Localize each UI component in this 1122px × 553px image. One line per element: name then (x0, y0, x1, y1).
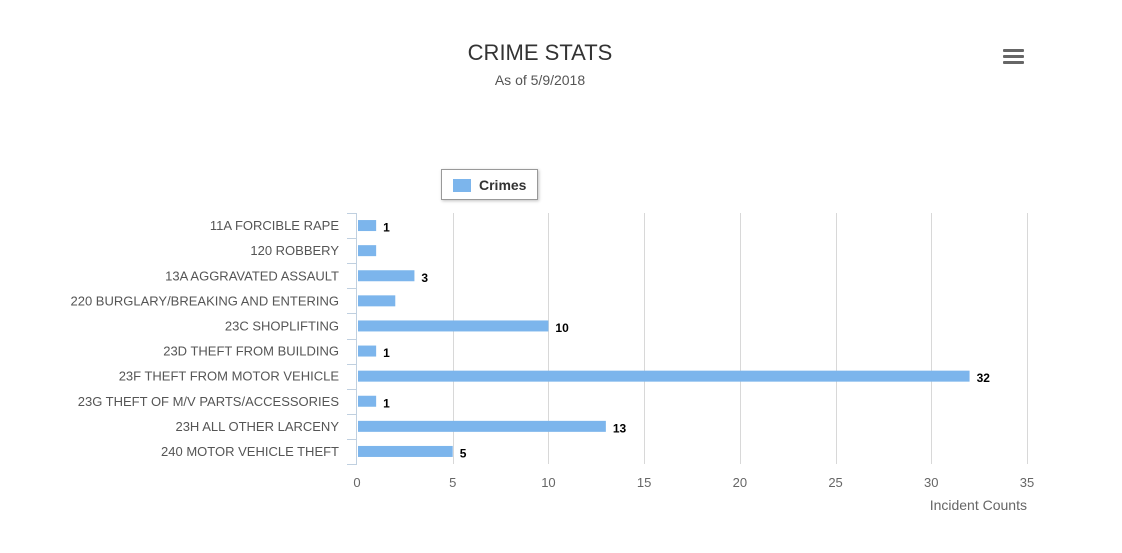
category-label: 23F THEFT FROM MOTOR VEHICLE (119, 369, 340, 384)
bar (358, 445, 453, 457)
data-label: 10 (555, 321, 569, 335)
category-label: 23G THEFT OF M/V PARTS/ACCESSORIES (78, 394, 340, 409)
menu-bar-line (1003, 61, 1024, 64)
category-label: 120 ROBBERY (250, 243, 339, 258)
data-label: 3 (421, 271, 428, 285)
data-label: 5 (460, 446, 467, 460)
x-tick-label: 35 (1020, 475, 1034, 490)
bar (358, 345, 377, 357)
data-label: 32 (977, 371, 991, 385)
bar (358, 370, 970, 382)
chart-subtitle: As of 5/9/2018 (494, 72, 586, 88)
bar (358, 245, 377, 257)
x-tick-label: 15 (637, 475, 651, 490)
bar (358, 270, 415, 282)
hamburger-menu-icon[interactable] (1000, 46, 1028, 70)
data-label: 1 (383, 346, 390, 360)
chart-legend[interactable]: Crimes (441, 169, 538, 200)
category-label: 23C SHOPLIFTING (225, 318, 339, 333)
data-label: 13 (613, 421, 627, 435)
bar (358, 295, 396, 307)
legend-label-crimes: Crimes (479, 177, 527, 193)
x-tick-label: 5 (449, 475, 456, 490)
category-label: 240 MOTOR VEHICLE THEFT (161, 444, 339, 459)
x-axis-title: Incident Counts (930, 497, 1027, 513)
menu-bar-line (1003, 49, 1024, 52)
chart-title: CRIME STATS (467, 40, 613, 65)
x-tick-label: 20 (733, 475, 747, 490)
bar (358, 420, 606, 432)
category-label: 11A FORCIBLE RAPE (210, 218, 339, 233)
bar (358, 220, 377, 232)
bar (358, 320, 549, 332)
x-tick-label: 10 (541, 475, 555, 490)
x-tick-label: 30 (924, 475, 938, 490)
x-tick-label: 25 (828, 475, 842, 490)
bar (358, 395, 377, 407)
data-label: 1 (383, 396, 390, 410)
menu-bar-line (1003, 55, 1024, 58)
category-label: 23D THEFT FROM BUILDING (163, 344, 339, 359)
category-label: 23H ALL OTHER LARCENY (175, 419, 339, 434)
category-label: 220 BURGLARY/BREAKING AND ENTERING (70, 293, 339, 308)
x-tick-label: 0 (353, 475, 360, 490)
data-label: 1 (383, 221, 390, 235)
category-label: 13A AGGRAVATED ASSAULT (165, 268, 339, 283)
legend-swatch (453, 179, 471, 192)
